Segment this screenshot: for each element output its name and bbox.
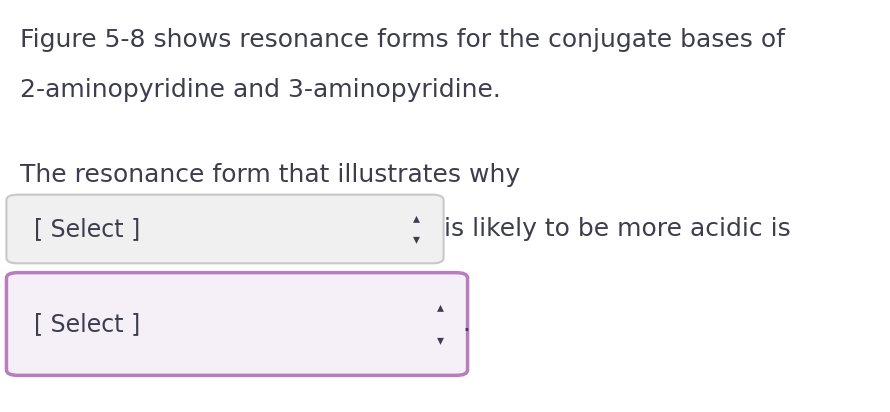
- Text: .: .: [462, 312, 470, 336]
- Text: ▾: ▾: [436, 334, 443, 348]
- Text: is likely to be more acidic is: is likely to be more acidic is: [444, 217, 790, 241]
- FancyBboxPatch shape: [6, 194, 443, 263]
- Text: [ Select ]: [ Select ]: [34, 217, 141, 241]
- Text: ▾: ▾: [412, 232, 419, 246]
- Text: The resonance form that illustrates why: The resonance form that illustrates why: [20, 163, 520, 187]
- FancyBboxPatch shape: [6, 273, 467, 375]
- Text: Figure 5-8 shows resonance forms for the conjugate bases of: Figure 5-8 shows resonance forms for the…: [20, 28, 785, 52]
- Text: [ Select ]: [ Select ]: [34, 312, 141, 336]
- Text: ▴: ▴: [412, 211, 419, 225]
- Text: 2-aminopyridine and 3-aminopyridine.: 2-aminopyridine and 3-aminopyridine.: [20, 78, 501, 102]
- Text: ▴: ▴: [436, 300, 443, 314]
